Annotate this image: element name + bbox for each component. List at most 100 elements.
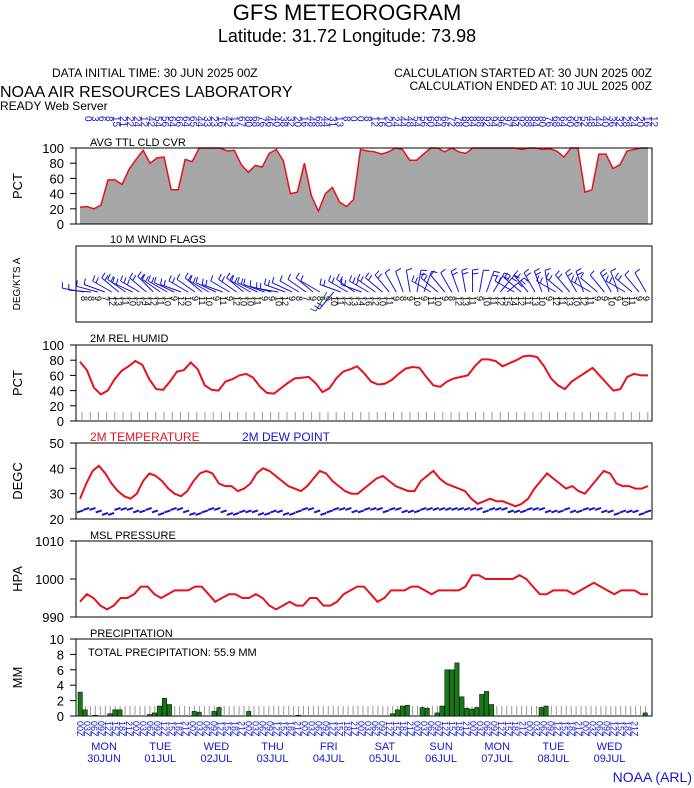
- wind-barb-staff: [357, 278, 376, 293]
- hour-label: 00Z: [468, 721, 478, 737]
- wind-barb-flag: [360, 276, 364, 282]
- dew-point-dash: [376, 506, 383, 511]
- wind-speed-label: 10: [273, 296, 283, 306]
- wind-speed-label: 9: [211, 296, 221, 301]
- day-of-week-label: FRI: [320, 741, 338, 753]
- hour-label: 03Z: [194, 721, 204, 737]
- cloud-top-label: 3: [89, 116, 100, 122]
- wind-barb-staff: [384, 272, 397, 293]
- y-tick-label: 100: [42, 141, 64, 156]
- wind-barb-flag: [201, 278, 204, 285]
- hour-label: 15Z: [447, 721, 457, 737]
- cloud-top-label: 88: [473, 116, 484, 128]
- precip-bar: [295, 714, 301, 717]
- hour-label: 00Z: [580, 721, 590, 737]
- cloud-top-label: 96: [494, 116, 505, 128]
- dew-point-dash: [326, 509, 334, 514]
- wind-speed-label: 9: [266, 296, 276, 301]
- y-tick-label: 990: [42, 610, 64, 625]
- wind-speed-label: 10: [183, 296, 193, 306]
- cloud-top-label: 16: [215, 116, 226, 128]
- wind-barb-staff: [610, 271, 619, 293]
- cloud-top-label: 80: [536, 116, 547, 128]
- hour-label: 18Z: [229, 721, 239, 737]
- dew-point-dash: [182, 509, 190, 514]
- hour-label: 09Z: [377, 721, 387, 737]
- hour-label: 12Z: [328, 721, 338, 737]
- hour-label: 18Z: [173, 721, 183, 737]
- hour-label: 18Z: [286, 721, 296, 737]
- cloud-top-label: 44: [320, 116, 331, 128]
- wind-barb-staff: [450, 271, 460, 293]
- wind-barb-flag: [523, 268, 530, 274]
- hour-label: 06Z: [370, 721, 380, 737]
- cloud-top-label: 64: [557, 116, 568, 128]
- wind-barb-flag: [523, 277, 529, 283]
- wind-speed-label: 9: [440, 296, 450, 301]
- wind-barb-staff: [513, 274, 529, 293]
- wind-barb-flag: [517, 282, 523, 288]
- wind-barb-flag: [599, 268, 606, 274]
- wind-barb-flag: [205, 279, 208, 286]
- dew-point-dash: [257, 511, 265, 516]
- wind-barb-flag: [107, 273, 111, 280]
- wind-barb-flag: [462, 271, 469, 275]
- hour-label: 03Z: [251, 721, 261, 737]
- cloud-top-label: 38: [278, 116, 289, 128]
- y-tick-label: 80: [50, 156, 64, 171]
- wind-barb-flag: [452, 271, 459, 276]
- wind-speed-label: 9: [599, 296, 609, 301]
- dew-point-dash: [613, 511, 621, 516]
- dew-point-dash: [139, 509, 146, 514]
- hour-label: 21Z: [349, 721, 359, 737]
- wind-barb-flag: [365, 272, 370, 279]
- wind-barb-flag: [514, 274, 520, 279]
- hour-label: 12Z: [215, 721, 225, 737]
- wind-barb-flag: [493, 270, 500, 274]
- hour-label: 09Z: [152, 721, 162, 737]
- wind-barb-flag: [525, 272, 532, 277]
- wind-barb-flag: [192, 277, 196, 284]
- wind-speed-label: 7: [301, 296, 311, 301]
- dew-point-dash: [263, 511, 271, 516]
- wind-speed-label: 9: [287, 296, 297, 301]
- dew-point-dash: [519, 509, 527, 514]
- wind-barb-flag: [506, 275, 511, 281]
- hour-label: 21Z: [124, 721, 134, 737]
- wind-speed-label: 12: [495, 296, 505, 306]
- wind-barb-flag: [575, 268, 582, 272]
- wind-speed-label: 10: [537, 296, 547, 306]
- wind-speed-label: 9: [634, 296, 644, 301]
- wind-speed-label: 13: [565, 296, 575, 306]
- organization-name: NOAA AIR RESOURCES LABORATORY: [0, 84, 293, 101]
- hour-label: 06Z: [145, 721, 155, 737]
- cloud-top-label: 28: [620, 116, 631, 128]
- precip-bar: [454, 662, 460, 717]
- y-tick-label: 100: [42, 338, 64, 353]
- cloud-top-label: 44: [396, 116, 407, 128]
- hour-label: 06Z: [482, 721, 492, 737]
- precip-bar: [112, 709, 118, 717]
- wind-barb-flag: [536, 275, 540, 282]
- wind-barb-staff: [218, 278, 237, 293]
- wind-barb-flag: [331, 277, 335, 284]
- wind-barb-flag: [231, 275, 235, 282]
- precip-panel-title: PRECIPITATION: [90, 628, 173, 640]
- date-label: 04JUL: [313, 753, 345, 765]
- wind-speed-label: 10: [481, 296, 491, 306]
- y-tick-label: 30: [50, 487, 64, 502]
- hour-label: 00Z: [300, 721, 310, 737]
- precip-bar: [538, 707, 544, 717]
- cloud-top-label: 67: [236, 116, 247, 128]
- cloud-top-label: 80: [243, 116, 254, 128]
- rh-panel-frame: [75, 344, 653, 422]
- wind-barb-flag: [511, 277, 518, 282]
- hour-label: 12Z: [496, 721, 506, 737]
- dew-point-dash: [501, 506, 508, 511]
- dew-point-dash: [588, 506, 596, 511]
- y-tick-label: 40: [50, 384, 64, 399]
- dew-point-dash: [644, 509, 652, 514]
- wind-speed-label: 12: [232, 296, 242, 306]
- cloud-top-label: 32: [285, 116, 296, 128]
- hour-label: 18Z: [566, 721, 576, 737]
